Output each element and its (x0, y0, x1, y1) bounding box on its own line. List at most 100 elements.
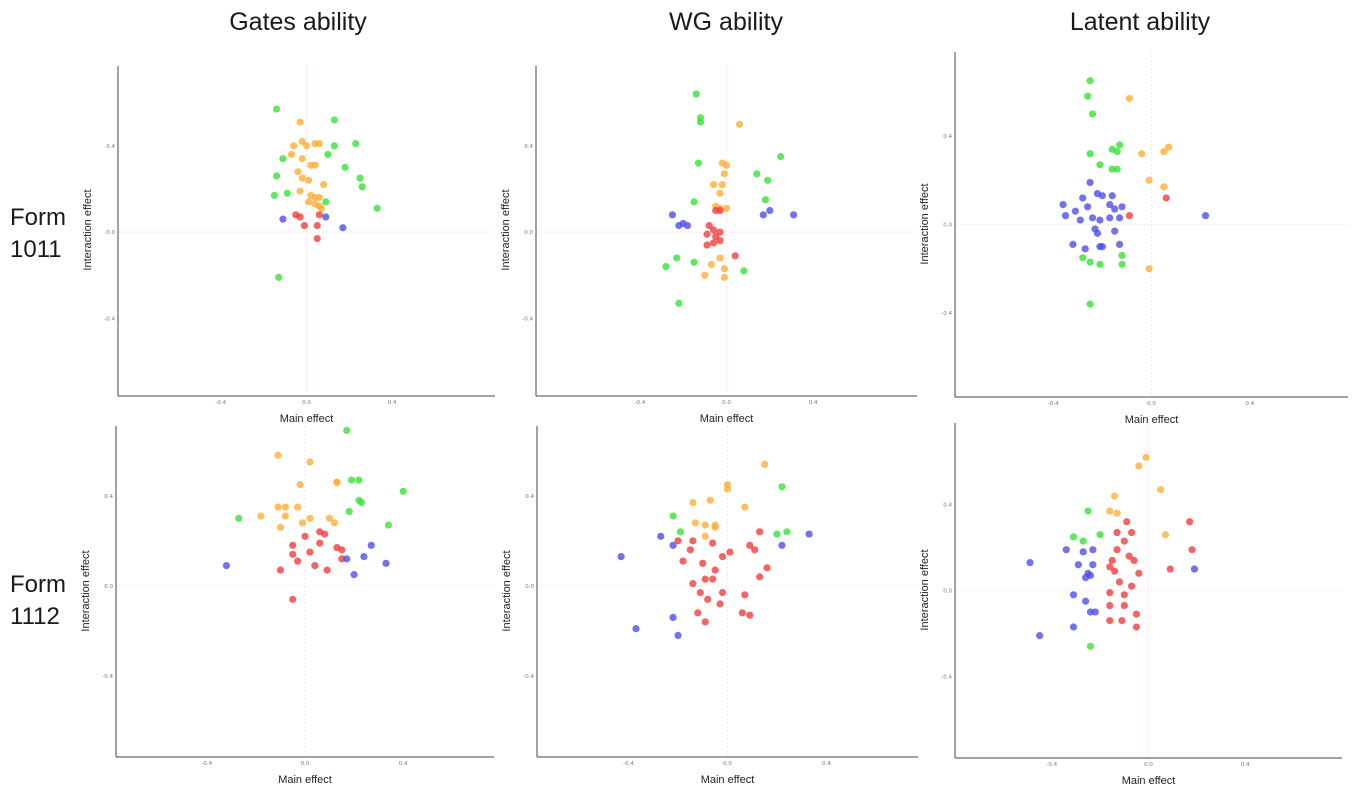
data-point-blue (343, 555, 351, 563)
data-point-red (703, 241, 711, 249)
data-point-red (294, 557, 302, 565)
data-point-orange (325, 514, 334, 522)
data-point-orange (281, 503, 289, 511)
data-point-blue (683, 222, 692, 230)
data-point-green (1084, 507, 1092, 515)
y-tick-label: 0.4 (104, 494, 113, 500)
data-point-red (338, 546, 346, 554)
data-point-red (718, 589, 727, 597)
data-point-green (778, 483, 786, 491)
data-point-blue (668, 211, 676, 219)
scatter-panel-wg-1112: -0.4 0.0 0.4 -0.4 0.0 0.4 Main effect Interacti… (501, 426, 918, 786)
data-point-red (709, 226, 718, 234)
row-label-form-1011-word: Form (10, 204, 66, 231)
data-point-orange (720, 273, 728, 281)
data-point-blue (1059, 200, 1067, 209)
data-point-blue (222, 562, 231, 570)
data-point-red (289, 541, 297, 549)
data-point-green (1079, 537, 1087, 545)
data-point-green (740, 267, 748, 275)
data-point-orange (320, 181, 328, 189)
data-point-blue (360, 552, 368, 561)
data-point-orange (711, 523, 719, 531)
x-tick-label: 0.4 (1241, 762, 1250, 768)
data-point-green (1086, 300, 1094, 308)
y-axis-label: Interaction effect (501, 549, 513, 632)
scatter-plot-svg: -0.4 0.0 0.4 -0.4 0.0 0.4 (102, 426, 494, 767)
data-point-green (283, 189, 291, 197)
data-point-blue (1086, 178, 1094, 187)
data-point-red (763, 564, 771, 572)
data-point-blue (1106, 214, 1114, 222)
data-point-orange (1160, 183, 1168, 191)
data-point-green (690, 258, 698, 266)
data-point-orange (333, 478, 341, 486)
data-point-blue (1069, 591, 1078, 599)
data-point-orange (274, 451, 282, 459)
data-point-red (1162, 194, 1170, 202)
data-point-blue (674, 631, 682, 640)
data-point-green (673, 254, 681, 262)
data-point-blue (1082, 597, 1090, 605)
y-tick-label: 0.0 (943, 223, 952, 229)
data-point-red (1127, 582, 1136, 590)
data-point-blue (1071, 207, 1079, 215)
data-point-orange (1161, 531, 1170, 539)
data-point-blue (1106, 200, 1114, 209)
scatter-panel-wg-1011: -0.4 0.0 0.4 -0.4 0.0 0.4 Main effect Interacti… (500, 66, 917, 425)
data-point-blue (1089, 561, 1097, 569)
data-point-orange (1135, 462, 1143, 470)
data-point-blue (790, 211, 798, 219)
data-point-green (1096, 531, 1104, 539)
data-point-red (1135, 569, 1143, 577)
data-point-green (1086, 77, 1094, 85)
data-point-blue (805, 530, 813, 538)
scatter-panel-gates-1112: -0.4 0.0 0.4 -0.4 0.0 0.4 Main effect Interacti… (80, 426, 494, 786)
data-point-blue (1069, 623, 1078, 631)
x-axis-label: Main effect (278, 774, 332, 786)
data-point-red (1108, 556, 1116, 565)
data-point-orange (294, 168, 302, 176)
data-point-green (279, 155, 287, 163)
data-point-red (306, 548, 314, 556)
data-point-red (756, 528, 764, 536)
data-point-green (676, 528, 685, 536)
y-tick-label: -0.4 (104, 316, 115, 322)
data-point-red (1118, 616, 1126, 625)
data-point-blue (1069, 240, 1077, 249)
data-point-orange (276, 523, 285, 531)
data-point-blue (1115, 240, 1124, 249)
data-point-red (1120, 601, 1128, 610)
data-point-orange (290, 142, 298, 150)
scatter-plot-svg: -0.4 0.0 0.4 -0.4 0.0 0.4 (941, 423, 1342, 768)
data-point-red (674, 537, 682, 545)
data-point-green (1113, 147, 1121, 156)
data-point-orange (720, 170, 728, 178)
data-point-red (1130, 556, 1138, 565)
data-point-red (276, 566, 285, 574)
data-point-blue (1190, 565, 1199, 573)
data-point-red (703, 230, 711, 238)
data-point-orange (296, 187, 304, 195)
data-point-orange (298, 174, 306, 182)
data-point-green (753, 170, 761, 178)
data-point-green (270, 191, 278, 200)
data-point-red (1106, 589, 1114, 597)
data-point-green (355, 476, 363, 484)
data-point-orange (1145, 265, 1153, 273)
data-point-red (716, 206, 724, 215)
data-point-red (1132, 623, 1141, 631)
data-point-blue (778, 541, 786, 549)
data-point-red (1106, 601, 1114, 610)
data-point-red (709, 575, 717, 583)
data-point-blue (322, 213, 330, 221)
data-point-red (1125, 552, 1133, 560)
data-point-green (357, 498, 366, 507)
data-point-blue (657, 532, 665, 540)
data-point-orange (741, 503, 749, 511)
data-point-red (701, 618, 709, 626)
data-point-red (709, 239, 718, 247)
data-point-orange (296, 480, 304, 489)
x-tick-label: 0.0 (1147, 401, 1156, 407)
data-point-green (275, 273, 283, 281)
